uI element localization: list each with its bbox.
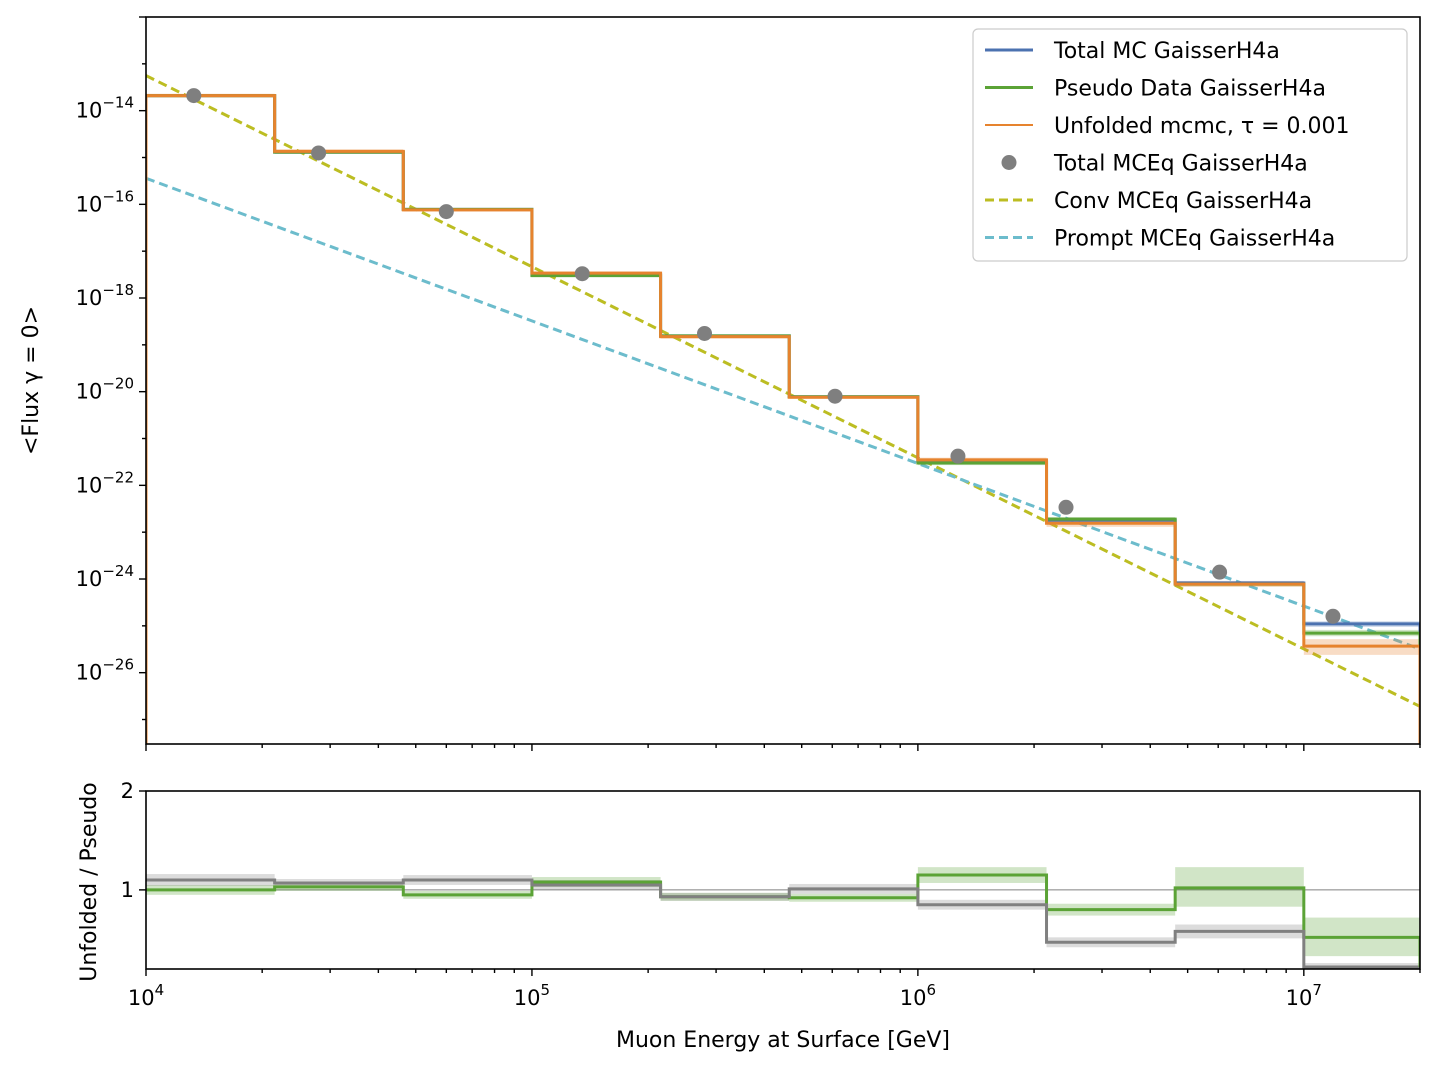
tick-base: 10 — [76, 99, 103, 123]
tick-base: 10 — [76, 192, 103, 216]
legend: Total MC GaisserH4a Pseudo Data GaisserH4… — [972, 28, 1408, 262]
bottom-xlabel: Muon Energy at Surface [GeV] — [616, 1028, 950, 1053]
mceq-point-1 — [311, 145, 327, 161]
top-ylabel: <Flux γ = 0> — [19, 306, 44, 455]
top-step-2 — [146, 94, 1420, 648]
bottom-plot-area — [146, 867, 1420, 969]
bottom-xtick-label: 106 — [900, 981, 936, 1010]
tick-exponent: −20 — [102, 375, 134, 393]
top-ytick-label: 10−22 — [76, 468, 134, 497]
tick-base: 10 — [76, 286, 103, 310]
series-dashed-5 — [146, 176, 1420, 651]
tick-exponent: −24 — [102, 562, 134, 580]
legend-label-4: Conv MCEq GaisserH4a — [1054, 189, 1312, 214]
top-axes-frame — [145, 16, 1421, 745]
tick-base: 10 — [76, 380, 103, 404]
bottom-ytick-label: 2 — [121, 779, 134, 803]
tick-base: 10 — [514, 986, 541, 1010]
legend-frame — [972, 28, 1408, 262]
bottom-xtick-label: 107 — [1286, 981, 1322, 1010]
legend-marker-3 — [1001, 155, 1017, 170]
tick-exponent: −16 — [102, 187, 134, 205]
tick-exponent: 4 — [155, 981, 165, 999]
bottom-ylabel: Unfolded / Pseudo — [77, 782, 102, 981]
tick-exponent: −18 — [102, 281, 134, 299]
mceq-point-9 — [1325, 608, 1341, 624]
bottom-axes-frame — [145, 790, 1421, 970]
mceq-point-6 — [950, 448, 966, 464]
mceq-point-4 — [697, 325, 713, 341]
tick-exponent: 5 — [541, 981, 551, 999]
mceq-point-0 — [186, 88, 202, 104]
tick-base: 10 — [128, 986, 155, 1010]
tick-exponent: −14 — [102, 94, 134, 112]
tick-base: 10 — [1286, 986, 1313, 1010]
top-ytick-label: 10−18 — [76, 281, 134, 310]
legend-label-1: Pseudo Data GaisserH4a — [1054, 77, 1326, 102]
tick-base: 10 — [900, 986, 927, 1010]
top-ytick-label: 10−26 — [76, 656, 134, 685]
mceq-point-3 — [574, 266, 590, 282]
top-ytick-label: 10−14 — [76, 94, 134, 123]
top-ytick-label: 10−20 — [76, 375, 134, 404]
top-ytick-label: 10−16 — [76, 187, 134, 216]
tick-exponent: −22 — [102, 468, 134, 486]
tick-exponent: 6 — [926, 981, 936, 999]
bottom-xtick-label: 104 — [128, 981, 164, 1010]
tick-base: 10 — [76, 567, 103, 591]
bottom-ytick-label: 1 — [121, 878, 134, 902]
legend-label-5: Prompt MCEq GaisserH4a — [1054, 227, 1335, 252]
legend-label-3: Total MCEq GaisserH4a — [1053, 152, 1308, 177]
top-ytick-label: 10−24 — [76, 562, 134, 591]
series-dashed-4 — [146, 74, 1420, 708]
tick-exponent: 7 — [1312, 981, 1322, 999]
mceq-point-7 — [1058, 499, 1074, 515]
mceq-point-5 — [827, 388, 843, 404]
tick-base: 10 — [76, 473, 103, 497]
tick-base: 10 — [76, 661, 103, 685]
mceq-point-2 — [438, 204, 454, 220]
tick-exponent: −26 — [102, 656, 134, 674]
bottom-xtick-label: 105 — [514, 981, 550, 1010]
mceq-point-8 — [1212, 564, 1228, 580]
top-plot-area — [146, 74, 1420, 744]
legend-label-2: Unfolded mcmc, τ = 0.001 — [1054, 114, 1350, 139]
legend-label-0: Total MC GaisserH4a — [1053, 39, 1280, 64]
bottom-step-1 — [146, 878, 1420, 969]
